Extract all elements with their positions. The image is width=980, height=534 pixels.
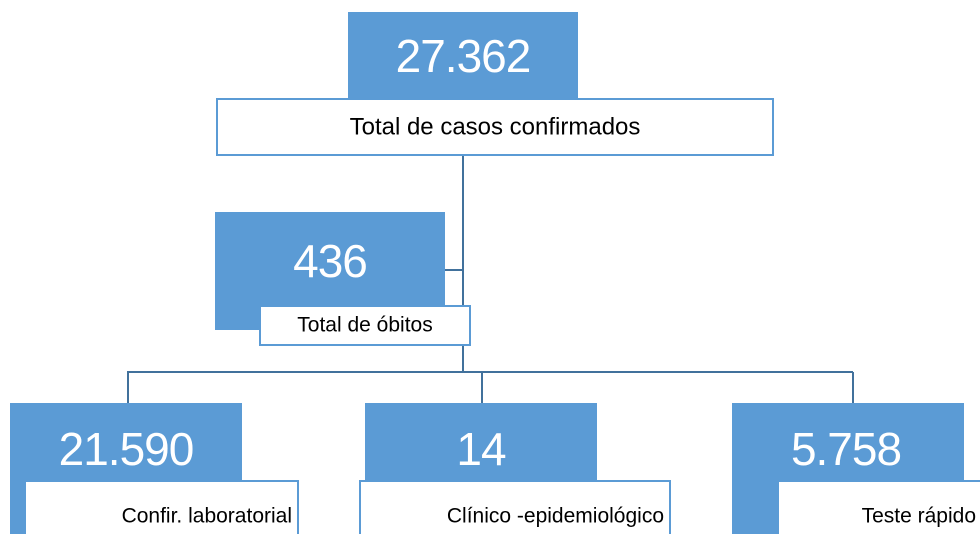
label-box [24,480,299,534]
node-value: 5.758 [791,423,901,475]
value-box [348,12,578,100]
label-box [777,480,980,534]
node-value: 436 [293,235,367,287]
node-value: 14 [456,423,506,475]
node-label: Clínico -epidemiológico [447,505,664,528]
node-label: Total de óbitos [297,314,432,337]
label-box [216,98,774,156]
node-value: 21.590 [59,423,194,475]
node-label: Confir. laboratorial [122,505,292,528]
node-label: Total de casos confirmados [350,113,641,140]
label-box [259,305,471,346]
node-label: Teste rápido [862,505,976,528]
node-value: 27.362 [396,30,531,82]
label-box [359,480,671,534]
